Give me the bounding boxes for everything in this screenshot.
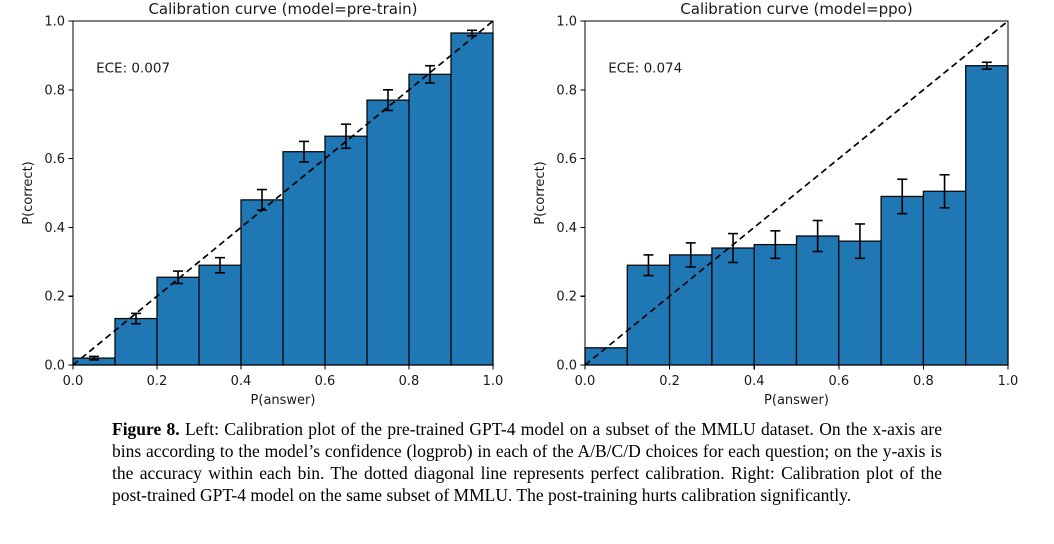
error-bar [728, 232, 739, 264]
y-tick-label: 0.2 [556, 290, 577, 305]
x-tick-label: 1.0 [998, 374, 1019, 389]
bar [626, 264, 671, 366]
chart-ppo: 0.0 0.2 0.4 0.6 0.8 1.0 0.0 0.2 0.4 0.6 0.8 1.0 Cali… [527, 0, 1054, 410]
x-axis-label: P(answer) [764, 393, 829, 408]
error-bar [131, 312, 141, 325]
error-bar [425, 64, 435, 84]
y-axis-label: P(correct) [21, 161, 36, 225]
y-tick-label: 0.8 [556, 83, 577, 98]
figure-caption: Figure 8. Left: Calibration plot of the … [112, 418, 942, 506]
bar [408, 73, 452, 366]
diagonal-line [72, 20, 494, 366]
x-tick-label: 0.0 [575, 374, 596, 389]
bar [795, 235, 840, 366]
bar [880, 195, 925, 366]
x-tick-label: 0.2 [659, 374, 680, 389]
bar [668, 254, 713, 366]
y-tick-label: 0.8 [44, 83, 65, 98]
bar [584, 347, 628, 366]
chart-title: Calibration curve (model=pre-train) [148, 0, 417, 18]
bar [282, 151, 326, 366]
error-bar [341, 123, 351, 150]
y-tick-label: 0.4 [44, 221, 65, 236]
x-tick-label: 0.8 [399, 374, 420, 389]
x-tick-label: 1.0 [483, 374, 504, 389]
bar [450, 32, 494, 366]
y-tick-label: 0.6 [556, 152, 577, 167]
y-axis-label: P(correct) [533, 161, 548, 225]
y-tick-label: 0.0 [44, 359, 65, 374]
error-bar [939, 173, 950, 209]
x-tick-label: 0.8 [913, 374, 934, 389]
y-tick-label: 0.4 [556, 221, 577, 236]
bar [366, 99, 410, 366]
x-tick-label: 0.4 [744, 374, 765, 389]
bar [711, 247, 755, 366]
bar [838, 240, 882, 366]
bar [753, 243, 798, 366]
error-bar [770, 230, 781, 260]
error-bar [812, 219, 823, 253]
error-bar [215, 256, 225, 274]
chart-pretrain: 0.0 0.2 0.4 0.6 0.8 1.0 0.0 0.2 0.4 0.6 0.8 1.0 Cali… [0, 0, 527, 410]
bar [240, 199, 284, 366]
bar [965, 65, 1009, 366]
figure-caption-label: Figure 8. [112, 419, 180, 439]
y-tick-label: 1.0 [44, 15, 65, 30]
diagonal-line [584, 20, 1009, 366]
y-tick-label: 0.6 [44, 152, 65, 167]
bar [324, 135, 368, 366]
plot-frame [584, 20, 1009, 366]
error-bar [299, 140, 309, 163]
x-tick-label: 0.6 [315, 374, 336, 389]
x-tick-label: 0.0 [63, 374, 84, 389]
plot-frame [72, 20, 494, 366]
error-bar [981, 61, 992, 70]
x-tick-label: 0.6 [828, 374, 849, 389]
bar [922, 190, 967, 366]
chart-title: Calibration curve (model=ppo) [680, 0, 912, 18]
bar [114, 317, 158, 366]
ece-annotation: ECE: 0.007 [96, 61, 170, 77]
calibration-chart-ppo: 0.0 0.2 0.4 0.6 0.8 1.0 0.0 0.2 0.4 0.6 0.8 1.0 Cali… [533, 0, 1019, 408]
error-bar [854, 223, 865, 260]
x-tick-label: 0.4 [231, 374, 252, 389]
error-bar [173, 270, 183, 285]
y-tick-label: 0.2 [44, 290, 65, 305]
error-bar [685, 242, 696, 268]
figure-caption-text: Left: Calibration plot of the pre-traine… [112, 419, 942, 505]
calibration-chart-pretrain: 0.0 0.2 0.4 0.6 0.8 1.0 0.0 0.2 0.4 0.6 0.8 1.0 Cali… [21, 0, 504, 408]
error-bar [89, 355, 99, 361]
x-tick-label: 0.2 [147, 374, 168, 389]
calibration-charts-row: 0.0 0.2 0.4 0.6 0.8 1.0 0.0 0.2 0.4 0.6 0.8 1.0 Cali… [0, 0, 1054, 410]
y-tick-label: 1.0 [556, 15, 577, 30]
bar [198, 264, 242, 366]
y-tick-label: 0.0 [556, 359, 577, 374]
error-bar [897, 178, 908, 215]
x-axis-label: P(answer) [251, 393, 316, 408]
error-bar [643, 254, 654, 277]
ece-annotation: ECE: 0.074 [608, 61, 682, 77]
